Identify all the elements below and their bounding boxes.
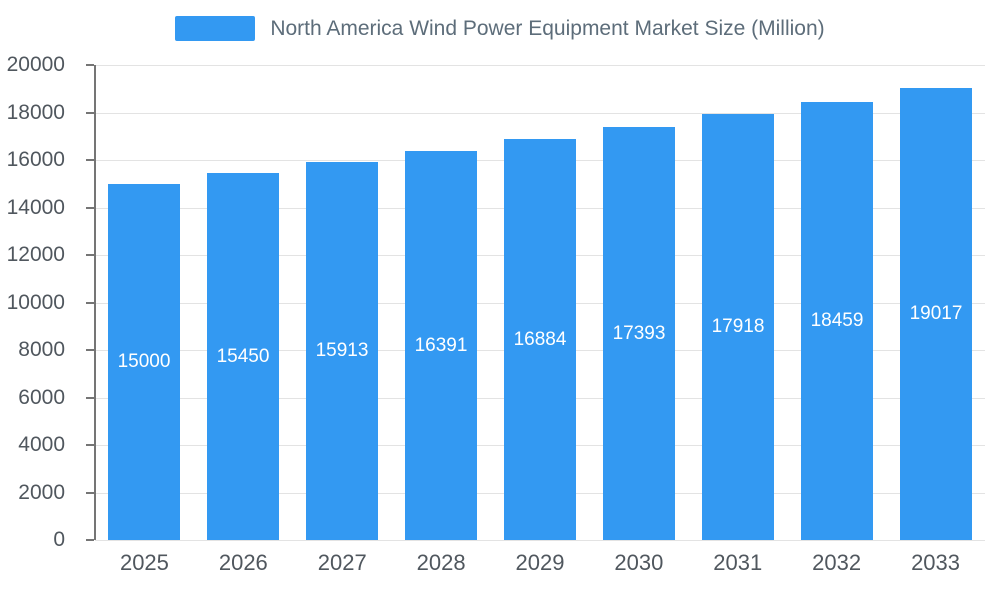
- y-axis-tick: [86, 539, 94, 541]
- y-axis-tick: [86, 396, 94, 399]
- gridline: [95, 65, 985, 66]
- y-axis-label: 16000: [6, 148, 65, 171]
- bar-2032: 18459: [801, 102, 873, 540]
- bar-2033: 19017: [900, 88, 972, 540]
- bar-value-label: 16391: [414, 334, 468, 356]
- y-axis-label: 4000: [18, 433, 65, 456]
- gridline: [95, 540, 985, 541]
- y-axis-label: 12000: [6, 243, 65, 266]
- bar-value-label: 16884: [513, 328, 567, 350]
- bar-2030: 17393: [603, 127, 675, 540]
- bar-2028: 16391: [405, 151, 477, 540]
- y-axis-label: 18000: [6, 100, 65, 124]
- x-axis-label: 2029: [515, 550, 565, 575]
- bar-2026: 15450: [207, 173, 279, 540]
- y-axis-label: 14000: [6, 195, 65, 219]
- y-axis-tick: [86, 301, 94, 304]
- y-axis-tick: [86, 111, 94, 114]
- y-axis-label: 10000: [6, 290, 65, 314]
- bar-value-label: 17918: [711, 316, 765, 337]
- y-axis-tick: [86, 349, 94, 351]
- y-axis-tick: [86, 159, 94, 161]
- y-axis-tick: [86, 491, 94, 494]
- bar-2029: 16884: [504, 139, 576, 540]
- x-axis-label: 2032: [812, 550, 862, 575]
- bar-2027: 15913: [306, 162, 378, 540]
- x-axis-label: 2028: [416, 550, 466, 575]
- bar-value-label: 15000: [117, 351, 171, 372]
- bar-value-label: 15450: [216, 345, 270, 367]
- x-axis-label: 2031: [713, 550, 763, 575]
- y-axis-tick: [86, 254, 94, 256]
- y-axis-tick: [86, 206, 94, 209]
- x-axis-label: 2033: [911, 550, 961, 575]
- gridline: [95, 112, 985, 114]
- bar-value-label: 18459: [810, 310, 864, 331]
- legend-swatch-icon: [175, 16, 256, 41]
- bar-value-label: 17393: [612, 322, 666, 344]
- plot-area: 0 2000 4000 6000 8000 10000 12000 14000 16000 180…: [7, 53, 985, 575]
- y-axis-label: 6000: [18, 385, 65, 409]
- y-axis-label: 8000: [18, 338, 65, 361]
- x-axis-label: 2030: [614, 550, 664, 575]
- y-axis-tick: [86, 64, 94, 66]
- x-axis-label: 2027: [317, 550, 367, 575]
- y-axis-label: 20000: [6, 53, 65, 76]
- x-axis-label: 2026: [218, 550, 268, 575]
- bar-value-label: 15913: [315, 340, 369, 361]
- bar-2025: 15000: [108, 184, 180, 540]
- y-axis-label: 2000: [18, 480, 65, 504]
- y-axis-tick: [86, 444, 94, 446]
- x-axis-label: 2025: [119, 550, 169, 575]
- y-axis-label: 0: [53, 528, 65, 551]
- bar-2031: 17918: [702, 114, 774, 540]
- bar-value-label: 19017: [909, 303, 963, 324]
- y-axis-line: [94, 65, 96, 540]
- chart-legend[interactable]: North America Wind Power Equipment Marke…: [0, 16, 1000, 41]
- legend-label: North America Wind Power Equipment Marke…: [270, 16, 825, 40]
